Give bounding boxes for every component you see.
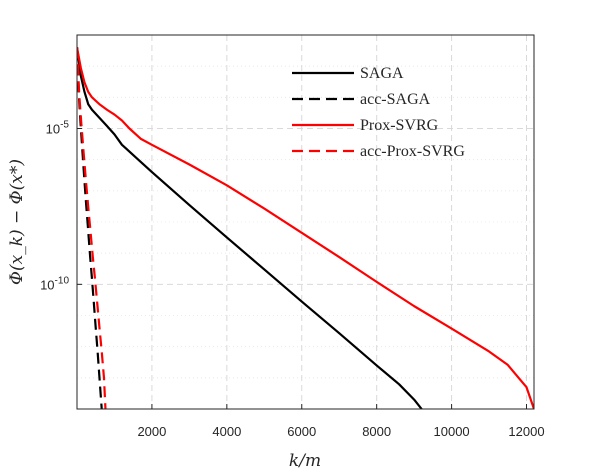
plot-frame xyxy=(76,34,535,410)
x-tick-label: 4000 xyxy=(212,424,241,439)
legend: SAGA acc-SAGA Prox-SVRG acc-Prox-SVRG xyxy=(292,65,465,160)
legend-label-acc-prox-svrg: acc-Prox-SVRG xyxy=(360,143,465,160)
y-axis-label: Φ(x_k) − Φ(x*) xyxy=(7,159,27,285)
series-line-saga xyxy=(77,47,423,409)
series-line-acc-prox-svrg xyxy=(77,47,107,409)
legend-label-saga: SAGA xyxy=(360,65,404,82)
x-axis-label: k/m xyxy=(289,451,321,471)
y-tick-label: 10-5 xyxy=(46,120,70,137)
axis-ticks: 10-5 10-10 2000 4000 6000 8000 10000 12000 xyxy=(40,120,545,440)
series-line-prox-svrg xyxy=(77,47,534,409)
legend-label-acc-saga: acc-SAGA xyxy=(360,91,431,108)
series-line-acc-saga xyxy=(77,47,103,409)
legend-label-prox-svrg: Prox-SVRG xyxy=(360,117,439,134)
y-tick-label: 10-10 xyxy=(40,275,69,292)
x-tick-label: 10000 xyxy=(434,424,470,439)
plot-series xyxy=(77,47,534,409)
grid xyxy=(77,34,534,410)
x-tick-label: 2000 xyxy=(137,424,166,439)
x-tick-label: 8000 xyxy=(362,424,391,439)
x-tick-label: 6000 xyxy=(287,424,316,439)
x-tick-label: 12000 xyxy=(508,424,544,439)
